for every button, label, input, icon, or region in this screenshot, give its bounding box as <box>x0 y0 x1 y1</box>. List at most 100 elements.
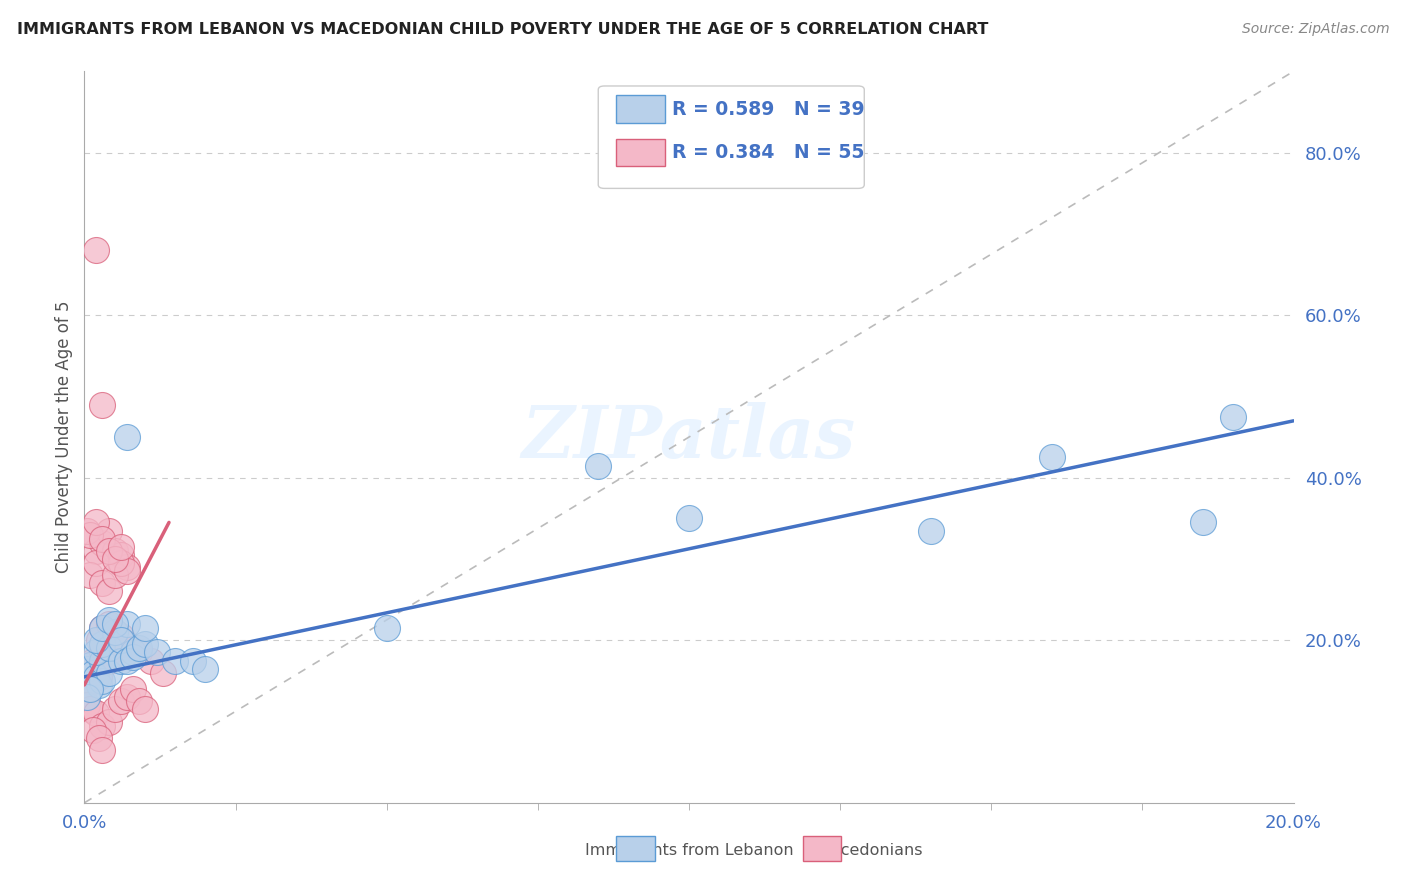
Point <box>76 678 98 692</box>
Y-axis label: Child Poverty Under the Age of 5: Child Poverty Under the Age of 5 <box>55 301 73 574</box>
Point <box>128 641 150 656</box>
Point <box>76 524 98 538</box>
Point <box>375 621 398 635</box>
Point <box>91 535 114 549</box>
Point <box>86 665 108 680</box>
Point <box>152 665 174 680</box>
Point <box>86 633 108 648</box>
Point <box>115 654 138 668</box>
Point <box>82 665 104 680</box>
Point <box>115 617 138 632</box>
Point <box>76 662 98 676</box>
Point <box>91 576 114 591</box>
FancyBboxPatch shape <box>616 138 665 167</box>
Point <box>97 584 120 599</box>
Point <box>181 654 204 668</box>
Point <box>104 544 127 558</box>
Point <box>110 633 132 648</box>
Point <box>91 673 114 688</box>
Point <box>91 637 114 651</box>
Text: Immigrants from Lebanon: Immigrants from Lebanon <box>585 843 793 858</box>
Point <box>97 613 120 627</box>
Point <box>91 621 114 635</box>
Point <box>86 670 108 684</box>
Text: Source: ZipAtlas.com: Source: ZipAtlas.com <box>1241 22 1389 37</box>
Point <box>194 662 217 676</box>
Point <box>128 694 150 708</box>
Point <box>115 560 138 574</box>
Point <box>79 657 101 672</box>
FancyBboxPatch shape <box>803 836 841 862</box>
Point <box>104 568 127 582</box>
Point <box>86 556 108 570</box>
Point <box>128 645 150 659</box>
Point <box>115 637 138 651</box>
Point <box>94 649 117 664</box>
Point <box>134 702 156 716</box>
Point <box>86 544 108 558</box>
Point <box>121 681 143 696</box>
Text: R = 0.589   N = 39: R = 0.589 N = 39 <box>672 100 865 119</box>
Point <box>104 552 127 566</box>
Point <box>79 657 101 672</box>
Point <box>79 568 101 582</box>
Text: R = 0.384   N = 55: R = 0.384 N = 55 <box>672 143 865 162</box>
Point <box>91 718 114 732</box>
Point <box>110 629 132 643</box>
Point <box>110 548 132 562</box>
Point <box>79 681 101 696</box>
Point <box>110 694 132 708</box>
Point <box>110 556 132 570</box>
Text: IMMIGRANTS FROM LEBANON VS MACEDONIAN CHILD POVERTY UNDER THE AGE OF 5 CORRELATI: IMMIGRANTS FROM LEBANON VS MACEDONIAN CH… <box>17 22 988 37</box>
Point <box>104 625 127 640</box>
Point <box>97 665 120 680</box>
Point <box>86 243 108 257</box>
Point <box>79 527 101 541</box>
Point <box>115 430 138 444</box>
Point <box>115 564 138 578</box>
Point <box>97 654 120 668</box>
Point <box>82 723 104 737</box>
FancyBboxPatch shape <box>616 95 665 123</box>
Point <box>1040 450 1063 465</box>
Point <box>79 702 101 716</box>
Point <box>1222 409 1244 424</box>
FancyBboxPatch shape <box>599 86 865 188</box>
Point <box>115 690 138 705</box>
Point <box>91 743 114 757</box>
Point <box>134 637 156 651</box>
Point <box>104 625 127 640</box>
Point <box>82 654 104 668</box>
Point <box>920 524 942 538</box>
Point <box>121 649 143 664</box>
Point <box>91 532 114 546</box>
Point <box>91 654 114 668</box>
Text: ZIPatlas: ZIPatlas <box>522 401 856 473</box>
Point <box>76 698 98 713</box>
Point <box>89 633 111 648</box>
Point <box>104 617 127 632</box>
Point <box>1192 516 1215 530</box>
Point <box>134 621 156 635</box>
Point <box>104 702 127 716</box>
FancyBboxPatch shape <box>616 836 655 862</box>
Point <box>97 544 120 558</box>
Point <box>121 645 143 659</box>
Point <box>86 706 108 721</box>
Point <box>165 654 187 668</box>
Point <box>91 621 114 635</box>
Point <box>79 673 101 688</box>
Point <box>97 524 120 538</box>
Point <box>86 645 108 659</box>
Point <box>97 641 120 656</box>
Point <box>678 511 700 525</box>
Text: Macedonians: Macedonians <box>817 843 924 858</box>
Point <box>110 654 132 668</box>
Point <box>76 662 98 676</box>
Point <box>76 690 98 705</box>
Point <box>146 645 169 659</box>
Point <box>86 516 108 530</box>
Point <box>91 645 114 659</box>
Point <box>97 714 120 729</box>
Point <box>89 731 111 745</box>
